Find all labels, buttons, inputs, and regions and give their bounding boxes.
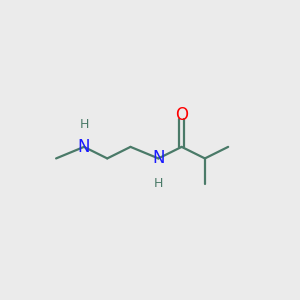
- Text: N: N: [152, 149, 165, 167]
- Text: H: H: [154, 177, 163, 190]
- Text: O: O: [175, 106, 188, 124]
- Text: N: N: [78, 138, 90, 156]
- Text: H: H: [79, 118, 89, 131]
